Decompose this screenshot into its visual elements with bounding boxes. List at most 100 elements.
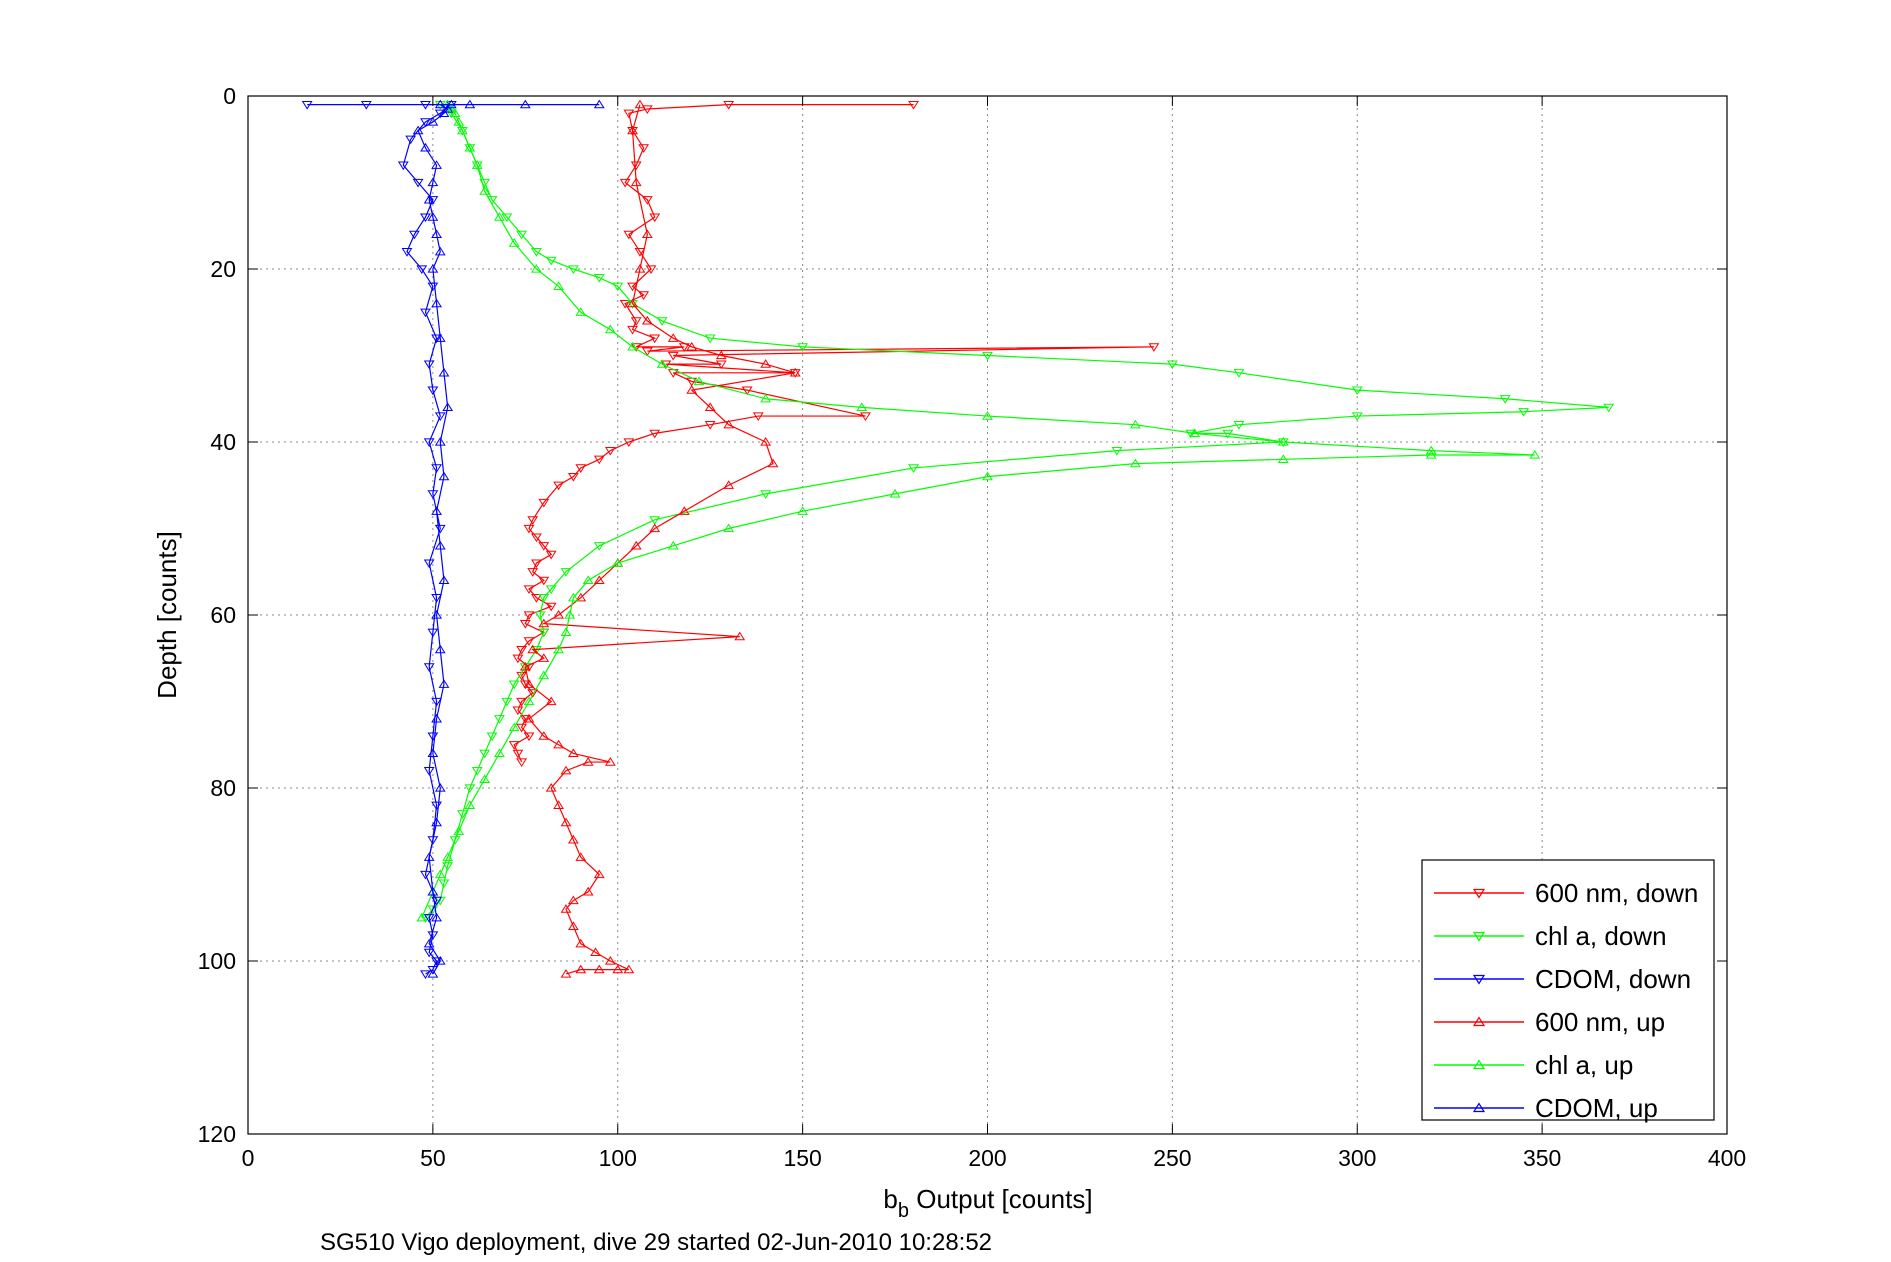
- x-tick-label: 350: [1523, 1145, 1561, 1171]
- data-point: [442, 402, 454, 412]
- data-point: [427, 264, 439, 273]
- data-point: [645, 265, 657, 274]
- data-point: [575, 307, 587, 316]
- data-point: [908, 101, 919, 110]
- data-point: [604, 757, 616, 766]
- data-point: [434, 869, 446, 879]
- data-point: [423, 948, 435, 958]
- x-axis-label-subscript: b: [898, 1200, 909, 1222]
- data-point: [649, 429, 661, 439]
- data-point: [593, 99, 605, 109]
- data-point: [667, 540, 679, 550]
- data-point: [431, 594, 442, 603]
- data-point: [560, 904, 572, 913]
- x-tick-label: 400: [1708, 1145, 1746, 1171]
- data-point: [508, 238, 520, 247]
- data-point: [656, 359, 668, 368]
- data-point: [604, 324, 616, 334]
- data-point: [593, 455, 605, 465]
- data-point: [630, 540, 642, 550]
- data-point: [567, 895, 579, 905]
- data-point: [545, 585, 557, 595]
- data-point: [431, 334, 442, 344]
- caption: SG510 Vigo deployment, dive 29 started 0…: [320, 1229, 992, 1256]
- x-axis-label-main: b: [883, 1184, 897, 1214]
- data-point: [630, 177, 642, 187]
- data-point: [982, 471, 993, 481]
- data-point: [420, 101, 431, 110]
- data-point: [641, 105, 653, 114]
- data-point: [431, 957, 442, 966]
- data-point: [619, 299, 631, 309]
- data-point: [1189, 428, 1200, 437]
- data-point: [494, 715, 505, 724]
- data-point: [423, 767, 435, 776]
- data-point: [442, 852, 454, 861]
- legend-swatch-marker: [1472, 1102, 1486, 1113]
- data-point: [431, 506, 442, 515]
- y-tick-label: 40: [210, 429, 236, 455]
- data-point: [567, 265, 579, 274]
- data-point: [523, 732, 535, 742]
- data-point: [760, 359, 772, 368]
- data-point: [531, 559, 542, 569]
- data-point: [856, 402, 868, 412]
- data-point: [538, 576, 550, 586]
- data-point: [464, 99, 476, 109]
- data-point: [427, 212, 439, 221]
- data-point: [582, 757, 594, 766]
- data-point: [519, 620, 531, 629]
- data-point: [523, 696, 535, 706]
- data-point: [641, 347, 653, 357]
- data-point: [420, 308, 431, 318]
- data-point: [431, 160, 442, 169]
- data-point: [723, 480, 735, 489]
- data-point: [593, 575, 605, 585]
- data-point: [604, 956, 616, 965]
- data-point: [523, 637, 535, 646]
- data-point: [704, 402, 716, 412]
- data-point: [494, 748, 505, 758]
- data-point: [545, 696, 557, 706]
- data-point: [593, 964, 605, 974]
- data-point: [423, 194, 435, 204]
- data-point: [567, 748, 579, 758]
- data-point: [1277, 454, 1289, 463]
- data-point: [519, 99, 531, 109]
- data-point: [479, 749, 491, 759]
- data-point: [416, 265, 428, 274]
- data-point: [486, 732, 498, 742]
- data-point: [723, 419, 735, 429]
- data-point: [438, 471, 450, 481]
- data-point: [982, 351, 993, 361]
- data-point: [1185, 429, 1197, 439]
- data-point: [634, 248, 646, 257]
- data-point: [553, 481, 564, 491]
- data-point: [1351, 386, 1363, 396]
- data-point: [427, 386, 439, 396]
- data-point: [434, 246, 446, 256]
- data-point: [464, 784, 476, 793]
- data-point: [1233, 369, 1245, 378]
- data-point: [538, 653, 550, 662]
- legend-swatch-marker: [1472, 974, 1486, 985]
- x-axis-label: bb Output [counts]: [883, 1184, 1092, 1222]
- data-point: [789, 367, 801, 377]
- data-point: [538, 670, 550, 680]
- data-point: [619, 178, 631, 188]
- legend-label: CDOM, down: [1535, 964, 1691, 994]
- x-tick-label: 150: [783, 1145, 821, 1171]
- data-point: [634, 264, 646, 273]
- legend-label: chl a, up: [1535, 1050, 1633, 1080]
- data-point: [1277, 437, 1289, 446]
- data-point: [423, 914, 435, 923]
- data-point: [442, 103, 454, 113]
- data-point: [449, 108, 461, 117]
- series-line: [513, 104, 1154, 763]
- data-point: [531, 248, 542, 257]
- data-point: [453, 826, 465, 835]
- data-point: [638, 291, 650, 300]
- legend-swatch-marker: [1472, 1059, 1486, 1070]
- data-point: [593, 869, 605, 879]
